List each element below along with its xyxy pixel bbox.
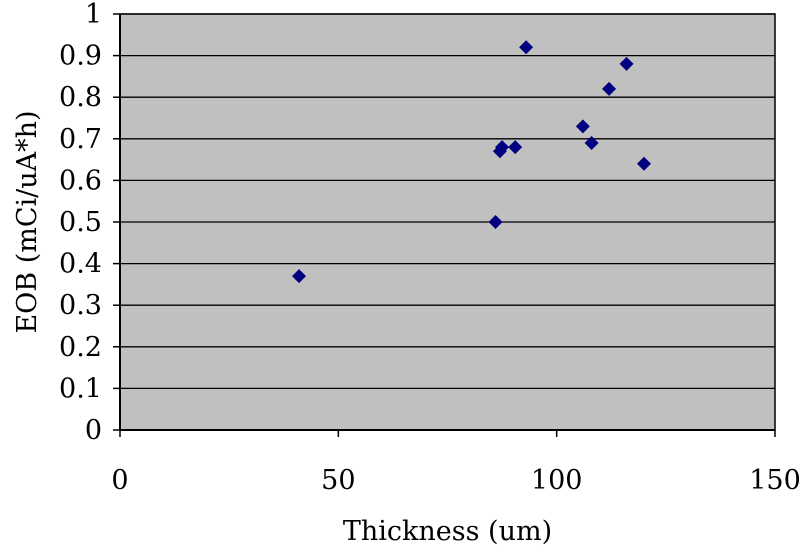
data-point bbox=[495, 140, 510, 155]
y-tick-label: 1 bbox=[85, 0, 102, 30]
gridlines bbox=[120, 13, 775, 390]
y-tick-labels: 0 0.1 0.2 0.3 0.4 0.5 0.6 0.7 0.8 0.9 1 bbox=[59, 0, 102, 446]
x-axis-title: Thickness (um) bbox=[343, 516, 552, 547]
y-tick-label: 0.8 bbox=[59, 82, 102, 113]
y-tick-label: 0.1 bbox=[59, 373, 102, 404]
y-tick-label: 0 bbox=[85, 415, 102, 446]
data-point bbox=[508, 140, 523, 155]
x-tick-label: 0 bbox=[111, 465, 128, 496]
data-point bbox=[575, 119, 590, 134]
axes bbox=[113, 13, 776, 437]
data-point bbox=[584, 135, 599, 150]
data-point bbox=[637, 156, 651, 171]
data-point bbox=[619, 56, 634, 71]
x-tick-labels: 0 50 100 150 bbox=[111, 465, 800, 496]
data-point bbox=[602, 81, 617, 96]
y-axis-title: EOB (mCi/uA*h) bbox=[12, 110, 43, 333]
y-tick-label: 0.9 bbox=[59, 41, 102, 72]
data-point bbox=[292, 269, 307, 284]
y-tick-label: 0.5 bbox=[59, 207, 102, 238]
data-point bbox=[519, 40, 534, 55]
y-tick-label: 0.7 bbox=[59, 124, 102, 155]
x-tick-label: 150 bbox=[749, 465, 801, 496]
y-tick-label: 0.6 bbox=[59, 165, 102, 196]
data-point bbox=[488, 215, 503, 229]
x-tick-label: 50 bbox=[321, 465, 355, 496]
y-tick-label: 0.2 bbox=[59, 332, 102, 363]
x-tick-label: 100 bbox=[531, 465, 583, 496]
data-points bbox=[292, 40, 651, 284]
y-tick-label: 0.3 bbox=[59, 290, 102, 321]
y-tick-label: 0.4 bbox=[59, 249, 102, 280]
